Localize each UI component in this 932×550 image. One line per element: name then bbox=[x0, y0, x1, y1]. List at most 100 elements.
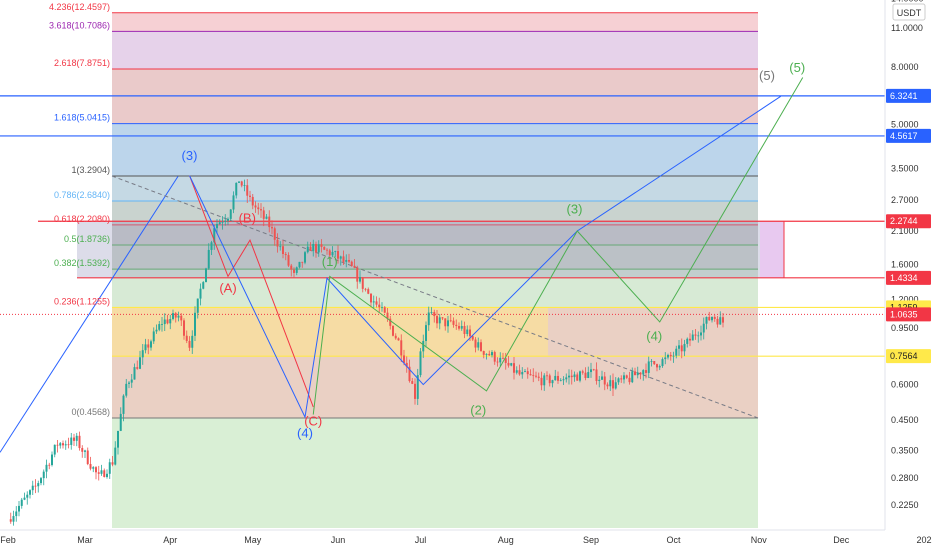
candle-body bbox=[45, 464, 48, 472]
candle-body bbox=[141, 350, 144, 358]
candle-body bbox=[51, 454, 53, 466]
fib-labels: 4.236(12.4597) 3.618(10.7086) 2.618(7.8751… bbox=[49, 2, 110, 417]
candle-body bbox=[631, 371, 634, 383]
candle-body bbox=[422, 340, 425, 352]
candle-body bbox=[381, 307, 383, 309]
candle-body bbox=[279, 246, 282, 248]
price-tag bbox=[886, 128, 931, 143]
fib-level-label: 3.618(10.7086) bbox=[49, 20, 110, 30]
x-axis[interactable]: Feb Mar Apr May Jun Jul Aug Sep Oct Nov Dec 2022 bbox=[0, 529, 932, 550]
candle-body bbox=[64, 444, 67, 446]
candle-body bbox=[686, 338, 689, 344]
candle-body bbox=[86, 450, 89, 465]
y-tick-label: 0.3500 bbox=[891, 446, 919, 456]
x-tick-label: Oct bbox=[666, 535, 681, 545]
candle-body bbox=[202, 282, 205, 289]
y-tick-label: 8.0000 bbox=[891, 62, 919, 72]
candle-body bbox=[598, 379, 601, 382]
candle-body bbox=[139, 357, 141, 369]
currency-badge[interactable] bbox=[892, 3, 926, 21]
candle-body bbox=[216, 224, 218, 229]
fib-zones bbox=[112, 12, 758, 528]
x-tick-label: Feb bbox=[0, 535, 16, 545]
candle-body bbox=[414, 383, 416, 399]
candle-body bbox=[620, 378, 623, 380]
candle-body bbox=[581, 371, 584, 373]
candle-body bbox=[617, 378, 620, 383]
candle-body bbox=[196, 298, 199, 313]
candle-body bbox=[92, 467, 95, 469]
y-tick-label: 0.6000 bbox=[891, 380, 919, 390]
candle-body bbox=[411, 381, 414, 384]
candle-body bbox=[573, 374, 576, 378]
wave-line bbox=[312, 77, 804, 415]
candle-body bbox=[493, 352, 496, 362]
trend-lines bbox=[0, 175, 759, 453]
candle-body bbox=[163, 319, 166, 325]
candle-body bbox=[183, 320, 185, 336]
candle-body bbox=[606, 384, 609, 387]
candle-body bbox=[320, 244, 323, 247]
y-axis-background bbox=[885, 0, 932, 530]
candle-body bbox=[174, 313, 177, 318]
candle-body bbox=[532, 375, 535, 377]
fib-level-label: 1(3.2904) bbox=[71, 165, 110, 175]
candle-body bbox=[172, 313, 174, 319]
candle-body bbox=[70, 437, 73, 445]
candle-body bbox=[705, 316, 708, 324]
price-tag bbox=[886, 88, 931, 103]
candle-body bbox=[262, 210, 265, 219]
wave-label: (A) bbox=[219, 281, 236, 296]
candle-body bbox=[15, 511, 18, 517]
candle-body bbox=[268, 216, 271, 228]
candle-body bbox=[656, 364, 658, 368]
horizontal-lines bbox=[0, 95, 885, 357]
candle-body bbox=[122, 395, 125, 414]
candle-body bbox=[700, 332, 702, 336]
x-tick-label: May bbox=[244, 535, 262, 545]
candle-body bbox=[601, 376, 603, 380]
candle-body bbox=[477, 342, 480, 348]
candle-body bbox=[213, 228, 216, 243]
candle-body bbox=[169, 318, 172, 324]
wave-label: (1) bbox=[322, 254, 338, 269]
candle-body bbox=[34, 485, 37, 487]
candle-body bbox=[251, 196, 254, 206]
candle-body bbox=[361, 277, 364, 289]
candle-body bbox=[636, 372, 639, 376]
y-tick-label: 5.0000 bbox=[891, 120, 919, 130]
x-tick-label: Jul bbox=[415, 535, 427, 545]
y-tick-label: 0.4500 bbox=[891, 415, 919, 425]
x-tick-label: Aug bbox=[498, 535, 514, 545]
candle-body bbox=[672, 355, 675, 357]
candle-body bbox=[295, 267, 298, 273]
y-axis[interactable]: 14.0000 11.0000 8.0000 5.0000 3.5000 2.7000 2.… bbox=[884, 0, 932, 530]
candle-body bbox=[23, 497, 26, 500]
candle-body bbox=[551, 380, 554, 384]
purple-band bbox=[77, 221, 784, 278]
candle-body bbox=[125, 383, 128, 396]
candle-body bbox=[529, 374, 532, 376]
candlesticks bbox=[9, 179, 724, 526]
candle-body bbox=[678, 345, 680, 349]
candle-body bbox=[367, 289, 370, 294]
candle-body bbox=[658, 366, 661, 368]
candle-body bbox=[218, 222, 221, 225]
candle-body bbox=[515, 370, 518, 373]
candle-body bbox=[342, 256, 345, 262]
candle-body bbox=[161, 324, 163, 325]
candle-body bbox=[469, 329, 471, 337]
candle-body bbox=[540, 377, 543, 386]
candle-body bbox=[430, 312, 433, 313]
candle-body bbox=[694, 334, 697, 336]
candle-body bbox=[339, 256, 342, 259]
candle-body bbox=[548, 375, 551, 384]
fib-level-label: 1.618(5.0415) bbox=[54, 113, 110, 123]
candle-body bbox=[119, 413, 122, 431]
candle-body bbox=[425, 325, 427, 341]
candle-body bbox=[587, 372, 590, 378]
candle-body bbox=[205, 268, 207, 283]
candle-body bbox=[634, 371, 636, 376]
candle-body bbox=[26, 494, 29, 498]
